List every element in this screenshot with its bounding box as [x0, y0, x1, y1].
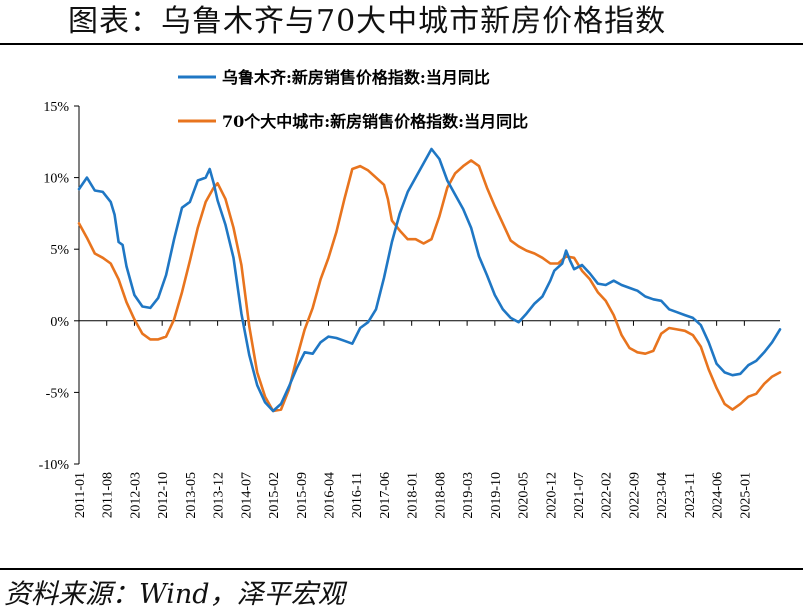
- x-tick-label: 2023-04: [655, 472, 670, 519]
- line-chart: 15% 10% 5% 0% -5% -10%2011-01 2011-08 2012-03 20…: [39, 68, 782, 519]
- x-tick-label: 2013-12: [212, 472, 227, 519]
- series-line-2: [77, 159, 782, 413]
- x-tick-label: 2017-06: [378, 472, 393, 519]
- title-rule: [0, 43, 803, 45]
- chart-legend: 乌鲁木齐:新房销售价格指数:当月同比 70个大中城市:新房销售价格指数:当月同比: [178, 68, 528, 131]
- x-tick-label: 2012-03: [128, 472, 143, 519]
- legend-label-2: 70个大中城市:新房销售价格指数:当月同比: [222, 112, 528, 131]
- x-tick-label: 2015-02: [267, 472, 282, 519]
- x-tick-label: 2019-10: [489, 472, 504, 519]
- chart-axes: 15% 10% 5% 0% -5% -10%2011-01 2011-08 2012-03 20…: [39, 100, 780, 519]
- source-note: 资料来源：Wind，泽平宏观: [4, 579, 345, 610]
- x-tick-label: 2018-01: [406, 472, 421, 519]
- x-tick-label: 2014-07: [239, 472, 254, 519]
- legend-label-1: 乌鲁木齐:新房销售价格指数:当月同比: [222, 68, 490, 87]
- x-tick-label: 2011-08: [101, 472, 116, 518]
- x-tick-label: 2021-07: [572, 472, 587, 519]
- y-tick-label: 5%: [50, 243, 69, 258]
- x-tick-label: 2020-12: [544, 472, 559, 519]
- y-tick-label: 15%: [43, 100, 69, 115]
- page-title: 图表：乌鲁木齐与70大中城市新房价格指数: [68, 4, 667, 39]
- y-tick-label: 0%: [50, 315, 69, 330]
- x-tick-label: 2012-10: [156, 472, 171, 519]
- x-tick-label: 2019-03: [461, 472, 476, 519]
- source-rule: [0, 568, 803, 570]
- x-tick-label: 2022-02: [600, 472, 615, 519]
- x-tick-label: 2022-09: [627, 472, 642, 519]
- x-tick-label: 2018-08: [433, 472, 448, 519]
- x-tick-label: 2013-05: [184, 472, 199, 519]
- y-tick-label: 10%: [43, 172, 69, 187]
- x-tick-label: 2024-06: [711, 472, 726, 519]
- y-tick-label: -5%: [46, 386, 70, 401]
- x-tick-label: 2025-01: [738, 472, 753, 519]
- x-tick-label: 2011-01: [73, 472, 88, 518]
- chart-series: [77, 147, 782, 413]
- x-tick-label: 2020-05: [517, 472, 532, 519]
- y-tick-label: -10%: [39, 458, 70, 473]
- x-tick-label: 2023-11: [683, 472, 698, 518]
- x-tick-label: 2016-11: [350, 472, 365, 518]
- x-tick-label: 2016-04: [323, 472, 338, 519]
- series-line-1: [77, 147, 782, 413]
- x-tick-label: 2015-09: [295, 472, 310, 519]
